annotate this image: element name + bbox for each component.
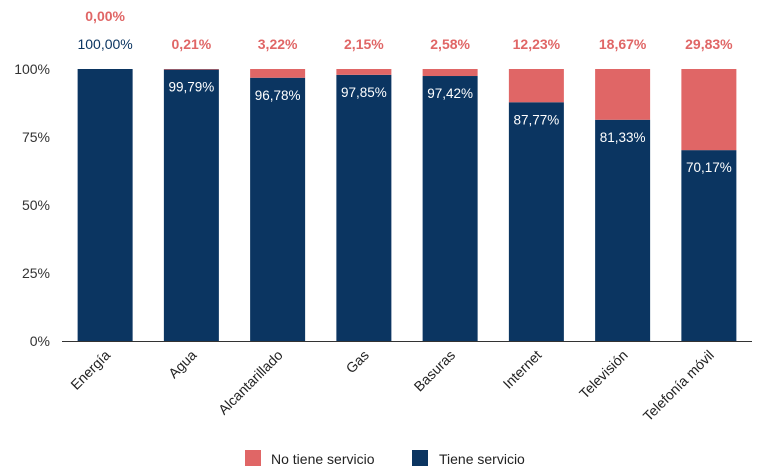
bar-no-tiene-servicio [681,69,737,151]
data-label-no-tiene-servicio: 0,00% [85,8,125,24]
x-tick-label: Internet [500,347,545,392]
y-tick-label: 50% [22,197,50,213]
x-tick-label: Basuras [411,347,459,395]
data-label-tiene-servicio: 81,33% [600,130,646,145]
data-label-tiene-servicio: 96,78% [255,88,301,103]
data-label-tiene-servicio: 100,00% [77,36,132,52]
bar-no-tiene-servicio [163,69,219,70]
bar-tiene-servicio [336,74,392,342]
data-label-no-tiene-servicio: 3,22% [258,36,298,52]
data-label-no-tiene-servicio: 0,21% [172,36,212,52]
y-tick-label: 0% [30,333,50,349]
x-tick-label: Energía [67,347,113,393]
x-tick-label: Agua [165,347,200,382]
x-tick-label: Televisión [576,347,631,402]
bar-no-tiene-servicio [422,69,478,77]
bar-tiene-servicio [508,102,564,342]
data-label-tiene-servicio: 70,17% [686,160,732,175]
legend-swatch-tiene-servicio [412,450,428,466]
data-label-tiene-servicio: 97,85% [341,85,387,100]
bar-no-tiene-servicio [508,69,564,103]
bar-tiene-servicio [422,76,478,341]
x-tick-label: Telefonía móvil [640,347,717,424]
data-label-no-tiene-servicio: 12,23% [513,36,561,52]
legend-swatch-no-tiene-servicio [245,450,261,466]
y-tick-label: 75% [22,129,50,145]
data-label-no-tiene-servicio: 2,15% [344,36,384,52]
bar-tiene-servicio [595,119,651,341]
bar-tiene-servicio [77,69,133,341]
data-label-no-tiene-servicio: 2,58% [430,36,470,52]
data-label-tiene-servicio: 97,42% [427,86,473,101]
x-tick-label: Gas [343,347,372,376]
bar-tiene-servicio [250,77,306,342]
data-label-no-tiene-servicio: 18,67% [599,36,647,52]
data-label-no-tiene-servicio: 29,83% [685,36,733,52]
y-tick-label: 25% [22,265,50,281]
bar-no-tiene-servicio [336,69,392,75]
bar-tiene-servicio [681,150,737,341]
bar-no-tiene-servicio [595,69,651,120]
data-label-tiene-servicio: 87,77% [513,112,559,127]
bar-no-tiene-servicio [250,69,306,78]
legend-label-no-tiene-servicio: No tiene servicio [271,451,375,467]
data-label-tiene-servicio: 99,79% [168,80,214,95]
y-tick-label: 100% [14,61,50,77]
x-tick-label: Alcantarillado [215,347,286,418]
bar-tiene-servicio [163,69,219,341]
legend-label-tiene-servicio: Tiene servicio [439,451,525,467]
